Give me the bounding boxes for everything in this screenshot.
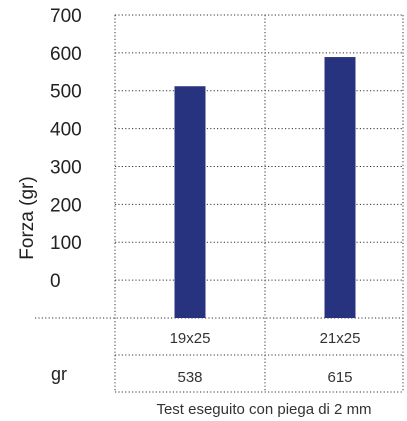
y-tick-label: 0: [50, 271, 61, 292]
y-tick-label: 600: [50, 44, 82, 65]
y-tick-label: 500: [50, 82, 82, 103]
data-table: 19x25 21x25 538 615: [115, 330, 403, 393]
bars: [174, 57, 356, 318]
footnote: Test eseguito con piega di 2 mm: [156, 401, 371, 418]
table-row-label: gr: [51, 364, 67, 384]
bar-21x25: [324, 57, 356, 318]
y-axis-label: Forza (gr): [17, 176, 38, 259]
bar-19x25: [174, 86, 206, 318]
y-tick-labels: 0 100 200 300 400 500 600 700: [50, 6, 82, 292]
y-tick-label: 700: [50, 6, 82, 27]
table-value-cell: 538: [177, 369, 202, 386]
y-tick-label: 200: [50, 195, 82, 216]
y-tick-label: 300: [50, 157, 82, 178]
y-tick-label: 100: [50, 233, 82, 254]
x-category-label: 21x25: [320, 330, 361, 347]
y-tick-label: 400: [50, 120, 82, 141]
table-value-cell: 615: [327, 369, 352, 386]
x-category-label: 19x25: [170, 330, 211, 347]
